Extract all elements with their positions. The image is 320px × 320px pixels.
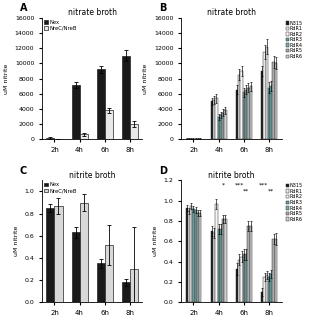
- Legend: Nex, NreC/NreB: Nex, NreC/NreB: [44, 19, 78, 31]
- Bar: [211, 231, 213, 302]
- Bar: [236, 90, 238, 140]
- Bar: [222, 219, 224, 302]
- Bar: [238, 260, 241, 302]
- Bar: [236, 269, 238, 302]
- Bar: [261, 292, 263, 302]
- Legend: Nex, NreC/NreB: Nex, NreC/NreB: [44, 182, 78, 194]
- Bar: [275, 239, 277, 302]
- Bar: [220, 115, 222, 140]
- Bar: [243, 254, 245, 302]
- Bar: [273, 239, 275, 302]
- Bar: [72, 84, 80, 140]
- Bar: [80, 203, 88, 302]
- Bar: [250, 226, 252, 302]
- Bar: [247, 88, 250, 140]
- Text: A: A: [20, 3, 27, 13]
- Bar: [54, 206, 62, 302]
- Bar: [224, 219, 227, 302]
- Bar: [54, 139, 62, 140]
- Bar: [213, 233, 215, 302]
- Bar: [218, 116, 220, 140]
- Bar: [192, 209, 195, 302]
- Bar: [247, 226, 250, 302]
- Text: **: **: [243, 189, 250, 194]
- Bar: [266, 275, 268, 302]
- Bar: [215, 98, 218, 140]
- Bar: [46, 138, 54, 140]
- Bar: [273, 62, 275, 140]
- Bar: [197, 213, 199, 302]
- Bar: [275, 63, 277, 140]
- Y-axis label: uM nitrite: uM nitrite: [4, 63, 9, 94]
- Bar: [97, 263, 105, 302]
- Y-axis label: uM nitrite: uM nitrite: [14, 226, 19, 256]
- Bar: [188, 211, 190, 302]
- Bar: [188, 139, 190, 140]
- Bar: [130, 269, 138, 302]
- Bar: [270, 86, 273, 140]
- Y-axis label: uM nitrite: uM nitrite: [153, 226, 158, 256]
- Bar: [195, 139, 197, 140]
- Title: nitrate broth: nitrate broth: [207, 8, 256, 17]
- Title: nitrite broth: nitrite broth: [208, 171, 254, 180]
- Bar: [197, 139, 199, 140]
- Bar: [220, 229, 222, 302]
- Bar: [199, 139, 201, 140]
- Bar: [211, 101, 213, 140]
- Text: ***: ***: [259, 183, 268, 188]
- Bar: [224, 110, 227, 140]
- Bar: [80, 134, 88, 140]
- Bar: [215, 204, 218, 302]
- Bar: [192, 139, 195, 140]
- Bar: [243, 92, 245, 140]
- Bar: [270, 274, 273, 302]
- Bar: [250, 86, 252, 140]
- Bar: [241, 257, 243, 302]
- Legend: N315, RdR1, RdR2, RdR3, RdR4, RdR5, RdR6: N315, RdR1, RdR2, RdR3, RdR4, RdR5, RdR6: [285, 20, 303, 60]
- Bar: [97, 69, 105, 140]
- Text: **: **: [268, 189, 274, 194]
- Text: ***: ***: [235, 183, 244, 188]
- Bar: [245, 90, 247, 140]
- Text: C: C: [20, 166, 27, 176]
- Bar: [186, 139, 188, 140]
- Bar: [238, 75, 241, 140]
- Bar: [263, 277, 266, 302]
- Bar: [261, 71, 263, 140]
- Bar: [105, 244, 113, 302]
- Y-axis label: uM nitrite: uM nitrite: [143, 63, 148, 94]
- Bar: [186, 208, 188, 302]
- Title: nitrate broth: nitrate broth: [68, 8, 117, 17]
- Bar: [130, 124, 138, 140]
- Bar: [222, 113, 224, 140]
- Bar: [190, 206, 192, 302]
- Bar: [218, 229, 220, 302]
- Bar: [195, 210, 197, 302]
- Bar: [268, 277, 270, 302]
- Bar: [266, 46, 268, 140]
- Bar: [213, 100, 215, 140]
- Bar: [122, 56, 130, 140]
- Bar: [199, 213, 201, 302]
- Title: nitrite broth: nitrite broth: [69, 171, 116, 180]
- Bar: [190, 139, 192, 140]
- Legend: N315, RdR1, RdR2, RdR3, RdR4, RdR5, RdR6: N315, RdR1, RdR2, RdR3, RdR4, RdR5, RdR6: [285, 183, 303, 222]
- Bar: [46, 208, 54, 302]
- Text: *: *: [222, 183, 225, 188]
- Bar: [263, 52, 266, 140]
- Text: D: D: [159, 166, 167, 176]
- Bar: [72, 232, 80, 302]
- Bar: [268, 88, 270, 140]
- Bar: [122, 282, 130, 302]
- Bar: [105, 110, 113, 140]
- Bar: [245, 254, 247, 302]
- Bar: [241, 71, 243, 140]
- Text: B: B: [159, 3, 166, 13]
